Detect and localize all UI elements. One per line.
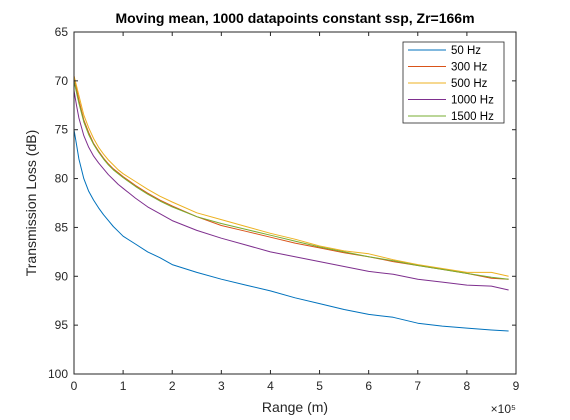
x-tick-label: 9	[513, 379, 520, 393]
x-tick-label: 0	[71, 379, 78, 393]
legend-label: 500 Hz	[451, 78, 488, 90]
legend-label: 300 Hz	[451, 62, 488, 74]
x-tick-label: 2	[169, 379, 176, 393]
legend: 50 Hz 300 Hz 500 Hz 1000 Hz 1500 Hz	[402, 41, 505, 124]
x-tick-label: 7	[414, 379, 421, 393]
y-tick-label: 65	[55, 25, 69, 39]
y-tick-label: 75	[55, 123, 69, 137]
series-line-1000-hz	[73, 90, 509, 291]
x-tick-label: 4	[267, 379, 274, 393]
y-tick-label: 80	[55, 172, 69, 186]
chart-title: Moving mean, 1000 datapoints constant ss…	[115, 10, 474, 26]
x-axis-exponent: ×10⁵	[491, 402, 516, 416]
y-axis-ticks: 65 70 75 80 85 90 95 100	[48, 25, 516, 381]
series-line-50-hz	[73, 129, 509, 332]
x-tick-label: 8	[464, 379, 471, 393]
legend-label: 1500 Hz	[451, 111, 494, 123]
x-tick-label: 1	[120, 379, 127, 393]
plot-frame	[73, 31, 517, 375]
x-tick-label: 3	[218, 379, 225, 393]
legend-label: 50 Hz	[451, 45, 481, 57]
y-tick-label: 100	[48, 367, 68, 381]
series-line-300-hz	[73, 75, 509, 280]
y-tick-label: 85	[55, 220, 69, 234]
x-axis-ticks: 0 1 2 3 4 5 6 7 8 9	[71, 32, 520, 393]
x-axis-label: Range (m)	[262, 399, 328, 415]
series-line-500-hz	[73, 75, 509, 277]
series-line-1500-hz	[73, 80, 509, 280]
y-tick-label: 70	[55, 74, 69, 88]
x-tick-label: 6	[365, 379, 372, 393]
series-layer	[73, 75, 509, 332]
y-tick-label: 90	[55, 269, 69, 283]
x-tick-label: 5	[316, 379, 323, 393]
legend-label: 1000 Hz	[451, 95, 494, 107]
y-tick-label: 95	[55, 318, 69, 332]
y-axis-label: Transmission Loss (dB)	[23, 130, 39, 277]
